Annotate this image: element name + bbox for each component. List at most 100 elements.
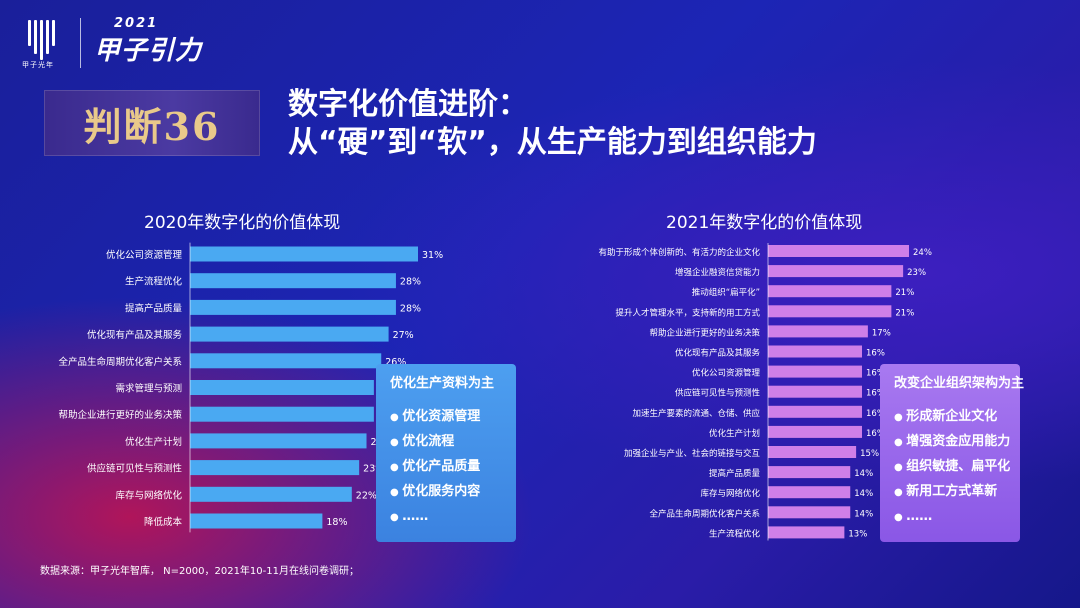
chart-2021-category-label: 推动组织“扁平化” xyxy=(692,287,760,298)
chart-2020-bar xyxy=(190,246,418,262)
chart-2020-category-label: 优化生产计划 xyxy=(125,436,182,448)
chart-2020-bar xyxy=(190,353,382,369)
chart-2020-category-label: 全产品生命周期优化客户关系 xyxy=(58,356,182,368)
chart-2021-bar xyxy=(768,365,862,378)
right-chart-title: 2021年数字化的价值体现 xyxy=(666,213,863,233)
callout-2021-item: 新用工方式革新 xyxy=(894,480,1008,505)
callout-2021-item: 组织敏捷、扁平化 xyxy=(894,455,1010,480)
chart-2021-bar xyxy=(768,506,851,519)
chart-2020-value-label: 27% xyxy=(393,330,414,341)
chart-2020-category-label: 优化公司资源管理 xyxy=(106,249,183,261)
chart-2020-value-label: 28% xyxy=(400,303,421,314)
callout-2021-item: 形成新企业文化 xyxy=(894,405,1008,430)
logo-divider xyxy=(80,18,81,68)
left-chart-title: 2020年数字化的价值体现 xyxy=(144,213,341,233)
chart-2021-category-label: 提升人才管理水平，支持新的用工方式 xyxy=(615,307,760,318)
chart-2020-category-label: 帮助企业进行更好的业务决策 xyxy=(58,409,182,421)
callout-2021: 改变企业组织架构为主 形成新企业文化 增强资金应用能力 组织敏捷、扁平化 新用工… xyxy=(880,364,1025,542)
chart-2021-bar xyxy=(768,285,892,298)
chart-2021-bar xyxy=(768,526,845,539)
chart-2020-category-label: 库存与网络优化 xyxy=(115,489,182,501)
chart-2021-value-label: 21% xyxy=(895,288,914,298)
chart-2020-bar xyxy=(190,299,396,315)
chart-2020-category-label: 提高产品质量 xyxy=(125,302,183,314)
chart-2020-category-label: 降低成本 xyxy=(144,516,183,528)
chart-2021-value-label: 16% xyxy=(866,369,885,379)
chart-2020-value-label: 22% xyxy=(356,490,377,501)
chart-2021-category-label: 加速生产要素的流通、仓储、供应 xyxy=(632,408,760,419)
chart-2021-bar xyxy=(768,345,862,358)
chart-2020-value-label: 18% xyxy=(326,517,347,528)
chart-2021-bar xyxy=(768,265,904,278)
callout-2020-item: …… xyxy=(390,505,504,530)
callout-2020-item: 优化资源管理 xyxy=(390,405,504,430)
chart-2021-bar xyxy=(768,466,851,479)
chart-2021-category-label: 提高产品质量 xyxy=(709,468,761,479)
callout-2020-item: 优化服务内容 xyxy=(390,480,504,505)
logo-brand: 甲子引力 xyxy=(94,36,203,66)
callout-2020-item: 优化产品质量 xyxy=(390,455,504,480)
data-source-note: 数据来源：甲子光年智库， N=2000，2021年10-11月在线问卷调研； xyxy=(40,566,359,577)
judgement-label: 判断36 xyxy=(83,103,221,149)
chart-2021-bar xyxy=(768,325,868,338)
callout-2020-title: 优化生产资料为主 xyxy=(390,376,495,391)
headline-line-2: 从“硬”到“软”，从生产能力到组织能力 xyxy=(288,125,817,160)
chart-2020-value-label: 26% xyxy=(385,357,406,368)
chart-2020-bar xyxy=(190,513,323,529)
chart-2021-value-label: 24% xyxy=(913,248,932,258)
chart-2020-category-label: 需求管理与预测 xyxy=(115,383,182,395)
chart-2021-bar xyxy=(768,245,909,257)
chart-2021-value-label: 15% xyxy=(860,449,879,459)
callout-2020: 优化生产资料为主 优化资源管理 优化流程 优化产品质量 优化服务内容 …… xyxy=(376,364,516,542)
chart-2021-category-label: 生产流程优化 xyxy=(709,528,761,539)
chart-2021-value-label: 13% xyxy=(848,529,867,539)
chart-2020-bar xyxy=(190,273,396,289)
chart-2020-value-label: 23% xyxy=(363,464,384,475)
chart-2020-category-label: 供应链可见性与预测性 xyxy=(87,463,183,475)
logo-caption: 甲子光年 xyxy=(22,61,54,69)
chart-2021-value-label: 14% xyxy=(854,489,873,499)
logo-mark-icon xyxy=(28,20,64,60)
callout-2021-item: …… xyxy=(894,505,1008,530)
chart-2021-category-label: 帮助企业进行更好的业务决策 xyxy=(649,327,760,338)
judgement-badge: 判断36 xyxy=(44,90,260,156)
chart-2021-bar xyxy=(768,446,857,458)
callout-2020-item: 优化流程 xyxy=(390,430,504,455)
page-headline: 数字化价值进阶： 从“硬”到“软”，从生产能力到组织能力 xyxy=(288,86,817,162)
chart-2020-bar xyxy=(190,406,374,422)
chart-2020-category-label: 生产流程优化 xyxy=(125,276,183,288)
chart-2021-category-label: 库存与网络优化 xyxy=(700,488,760,499)
chart-2021-category-label: 全产品生命周期优化客户关系 xyxy=(649,508,760,519)
chart-2021-value-label: 23% xyxy=(907,268,926,278)
chart-2021-value-label: 16% xyxy=(866,349,885,359)
chart-2021-bar xyxy=(768,305,892,318)
chart-2021-category-label: 加强企业与产业、社会的链接与交互 xyxy=(624,448,761,459)
brand-logo: 甲子光年 2021 甲子引力 xyxy=(22,16,201,72)
chart-2021-category-label: 优化公司资源管理 xyxy=(692,368,761,379)
chart-2021-value-label: 16% xyxy=(866,389,885,399)
headline-line-1: 数字化价值进阶： xyxy=(288,87,528,122)
chart-2021-category-label: 有助于形成个体创新的、有活力的企业文化 xyxy=(598,247,760,258)
chart-2020-bar xyxy=(190,433,367,449)
chart-2021-bar xyxy=(768,425,862,438)
chart-2020-bar xyxy=(190,326,389,342)
callout-2021-item: 增强资金应用能力 xyxy=(894,430,1010,455)
chart-2020-category-label: 优化现有产品及其服务 xyxy=(87,329,183,341)
chart-2021-category-label: 优化生产计划 xyxy=(709,428,760,439)
chart-2021-category-label: 供应链可见性与预测性 xyxy=(675,388,761,399)
chart-2020-bar xyxy=(190,380,374,395)
chart-2020-bar xyxy=(190,486,352,502)
chart-2021-bar xyxy=(768,385,862,398)
chart-2021-category-label: 增强企业融资信贷能力 xyxy=(675,267,760,278)
chart-2021-value-label: 14% xyxy=(854,469,873,479)
chart-2021-bar xyxy=(768,405,862,418)
chart-2021-value-label: 16% xyxy=(866,429,885,439)
chart-2021-bar xyxy=(768,486,851,499)
chart-2020-bar xyxy=(190,460,360,476)
chart-2020-value-label: 28% xyxy=(400,277,421,288)
callout-2021-title: 改变企业组织架构为主 xyxy=(894,376,1025,391)
logo-year: 2021 xyxy=(114,16,159,31)
chart-2020-value-label: 31% xyxy=(422,250,443,261)
